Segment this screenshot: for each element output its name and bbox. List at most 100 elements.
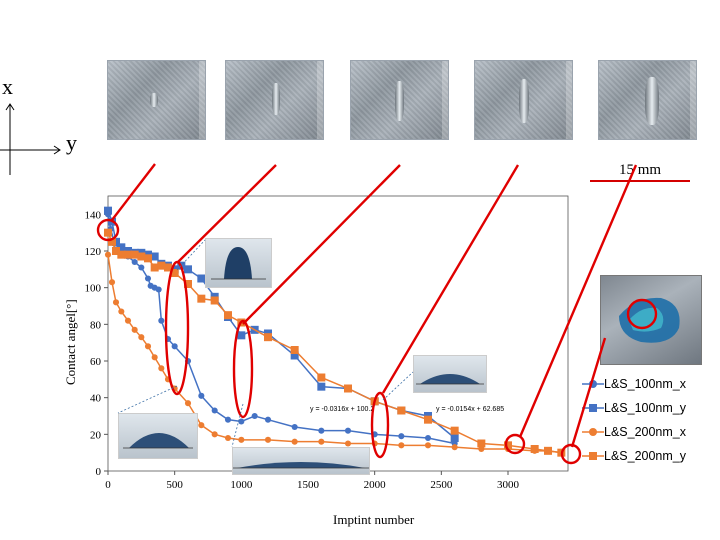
x-tick-label: 2500 bbox=[430, 479, 453, 491]
series-line-1 bbox=[107, 210, 456, 439]
data-point bbox=[211, 431, 218, 438]
data-point bbox=[291, 438, 298, 445]
data-point bbox=[144, 275, 152, 282]
data-point bbox=[398, 442, 405, 449]
x-tick-label: 1000 bbox=[230, 479, 253, 491]
y-tick-label: 120 bbox=[85, 246, 102, 258]
data-point bbox=[210, 296, 219, 305]
data-point bbox=[504, 441, 512, 450]
data-point bbox=[117, 250, 126, 259]
data-point bbox=[112, 247, 120, 255]
data-point bbox=[184, 357, 192, 365]
data-point bbox=[264, 436, 272, 443]
substrate-photo-4 bbox=[474, 60, 573, 140]
substrate-photo-3 bbox=[350, 60, 449, 140]
droplet-inset-2 bbox=[118, 413, 198, 459]
data-point bbox=[264, 333, 272, 342]
data-point bbox=[291, 423, 298, 431]
coordinate-axes: x y bbox=[0, 70, 90, 180]
x-tick-label: 2000 bbox=[364, 479, 387, 491]
y-direction-label: y bbox=[66, 130, 77, 155]
data-point bbox=[184, 400, 192, 407]
data-point bbox=[371, 440, 378, 447]
substrate-photo-5 bbox=[598, 60, 697, 140]
data-point bbox=[317, 382, 326, 391]
scale-bar bbox=[590, 180, 690, 182]
data-point bbox=[104, 228, 112, 237]
data-point bbox=[158, 365, 165, 372]
data-point bbox=[224, 416, 232, 423]
y-tick-label: 20 bbox=[90, 429, 102, 441]
data-point bbox=[237, 331, 246, 340]
data-point bbox=[170, 269, 179, 277]
legend-label: L&S_100nm_y bbox=[604, 401, 687, 415]
data-point bbox=[157, 261, 166, 270]
fit-equation-1: y = -0.0316x + 100.2 bbox=[310, 406, 375, 413]
data-point bbox=[144, 254, 152, 263]
y-tick-label: 0 bbox=[96, 466, 102, 478]
legend-label: L&S_200nm_x bbox=[604, 425, 687, 439]
data-point bbox=[198, 392, 205, 399]
data-point bbox=[144, 343, 152, 350]
data-point bbox=[317, 373, 326, 382]
legend-item-200nm-y: L&S_200nm_y bbox=[582, 448, 686, 464]
data-point bbox=[544, 446, 552, 455]
data-point bbox=[424, 442, 432, 449]
blue-substrate-photo bbox=[600, 275, 702, 365]
data-point bbox=[318, 427, 325, 434]
data-point bbox=[164, 335, 172, 343]
data-point bbox=[197, 274, 206, 283]
data-point bbox=[424, 415, 432, 424]
data-point bbox=[224, 434, 232, 442]
data-point bbox=[124, 250, 132, 259]
data-point bbox=[370, 397, 379, 406]
data-point bbox=[344, 440, 352, 447]
y-axis-label: Contact angel[°] bbox=[63, 299, 78, 385]
x-axis-label: Imptint number bbox=[333, 512, 415, 527]
data-point bbox=[198, 422, 205, 429]
data-point bbox=[108, 279, 116, 286]
data-point bbox=[424, 434, 432, 442]
y-tick-label: 60 bbox=[90, 356, 102, 368]
data-point bbox=[112, 299, 120, 306]
data-point bbox=[238, 418, 245, 425]
data-point bbox=[151, 354, 158, 361]
data-point bbox=[104, 251, 112, 258]
droplet-inset-3 bbox=[413, 355, 487, 393]
data-point bbox=[130, 250, 139, 259]
y-tick-label: 40 bbox=[90, 393, 102, 405]
data-point bbox=[237, 318, 246, 327]
data-point bbox=[104, 206, 112, 215]
data-point bbox=[344, 427, 352, 434]
data-point bbox=[150, 252, 159, 261]
legend-label: L&S_200nm_y bbox=[604, 449, 687, 463]
data-point bbox=[238, 436, 245, 443]
data-point bbox=[530, 445, 539, 453]
data-point bbox=[264, 416, 272, 423]
y-tick-label: 80 bbox=[90, 319, 102, 331]
data-point bbox=[477, 439, 486, 448]
droplet-inset-4 bbox=[232, 447, 370, 475]
data-point bbox=[371, 431, 378, 438]
data-point bbox=[131, 258, 138, 266]
legend-item-100nm-x: L&S_100nm_x bbox=[582, 376, 686, 392]
data-point bbox=[251, 412, 258, 420]
data-point bbox=[158, 317, 165, 324]
data-point bbox=[164, 376, 172, 383]
data-point bbox=[137, 252, 146, 261]
y-tick-label: 100 bbox=[85, 283, 102, 295]
fit-equation-2: y = -0.0154x + 62.685 bbox=[436, 406, 505, 413]
y-tick-label: 140 bbox=[85, 209, 102, 221]
data-point bbox=[450, 426, 459, 435]
data-point bbox=[150, 263, 159, 272]
data-point bbox=[398, 433, 405, 440]
data-point bbox=[171, 343, 178, 350]
data-point bbox=[155, 286, 162, 293]
data-point bbox=[224, 311, 232, 320]
data-point bbox=[344, 384, 352, 393]
data-point bbox=[450, 434, 459, 442]
substrate-photo-1 bbox=[107, 60, 206, 140]
legend-label: L&S_100nm_x bbox=[604, 377, 687, 391]
data-point bbox=[397, 406, 406, 415]
legend-item-200nm-x: L&S_200nm_x bbox=[582, 424, 686, 440]
